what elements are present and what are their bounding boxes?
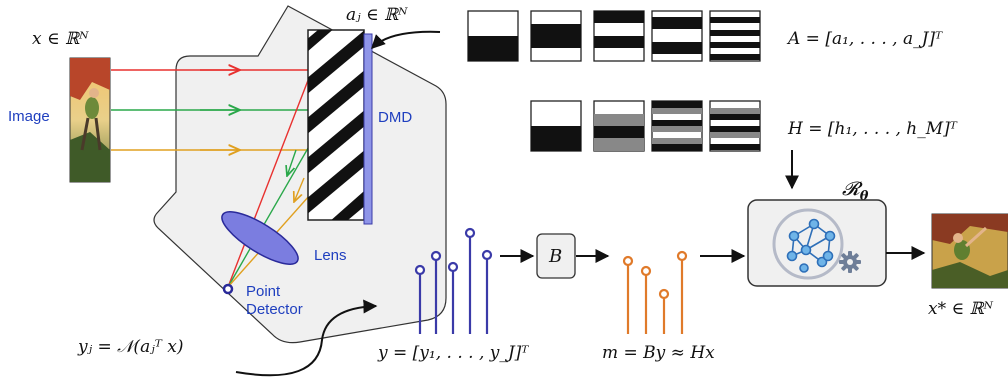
neural-network-icon xyxy=(786,218,836,273)
lens xyxy=(221,211,299,265)
curved-arrow-to-measurements xyxy=(235,299,378,377)
measurement-stems-y xyxy=(414,227,493,334)
operator-B-label: B xyxy=(548,246,562,267)
patterns-H xyxy=(530,100,761,152)
detector-label: Detector xyxy=(246,301,303,318)
hadamard-patterns-A xyxy=(467,10,761,62)
measurement-yj-label: yⱼ = 𝒩(aⱼᵀ x) xyxy=(77,337,183,357)
dmd-label: DMD xyxy=(378,109,412,126)
device-housing xyxy=(153,5,447,344)
output-space-label: x* ∈ ℝᴺ xyxy=(928,299,994,319)
point-detector xyxy=(222,283,234,295)
curved-arrow-to-dmd xyxy=(371,30,441,49)
output-image xyxy=(931,213,1008,289)
matrix-H-label: H = [h₁, . . . , h_M]ᵀ xyxy=(787,119,958,139)
gear-icon xyxy=(839,251,861,273)
measurement-vector-label: y = [y₁, . . . , y_J]ᵀ xyxy=(377,343,529,363)
preprocessed-measurement-label: m = By ≈ Hx xyxy=(602,343,715,363)
operator-B-box xyxy=(536,233,576,279)
pattern-space-label: aⱼ ∈ ℝᴺ xyxy=(346,5,408,25)
measurement-stems-m xyxy=(622,250,688,334)
reconstruction-network-box xyxy=(747,199,887,287)
reconstruction-operator-label: 𝓡θ xyxy=(842,178,869,204)
input-space-label: x ∈ ℝᴺ xyxy=(32,29,89,49)
point-label: Point xyxy=(246,283,281,300)
input-image xyxy=(69,57,111,183)
matrix-A-label: A = [a₁, . . . , a_J]ᵀ xyxy=(786,29,943,49)
dmd-mirror xyxy=(307,29,373,225)
lens-label: Lens xyxy=(314,247,347,264)
image-label: Image xyxy=(8,108,50,125)
